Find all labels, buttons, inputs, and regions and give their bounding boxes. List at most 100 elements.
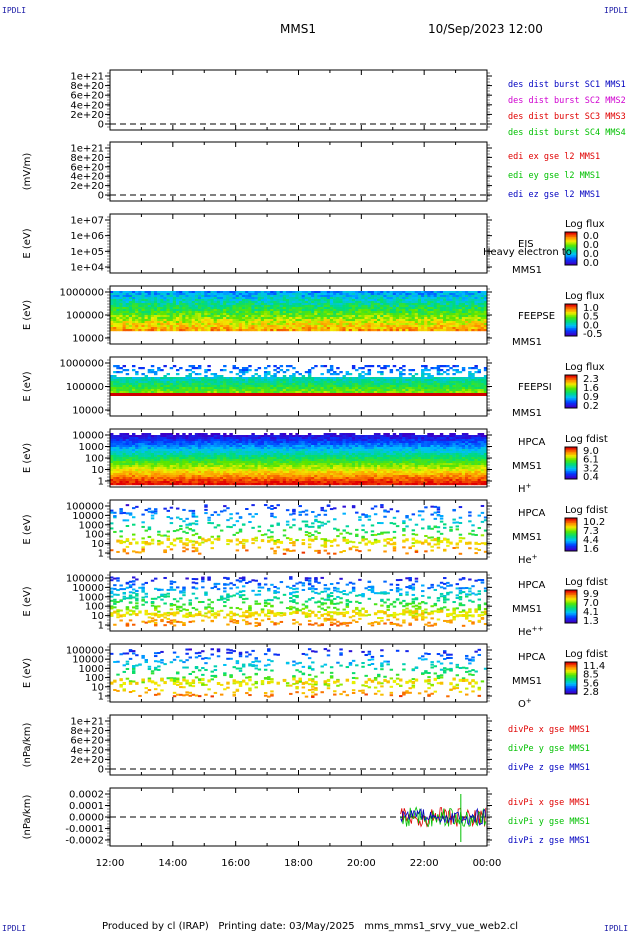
heatmap-cell — [207, 441, 211, 444]
heatmap-cell — [141, 325, 145, 328]
heatmap-cell — [179, 469, 183, 472]
heatmap-cell — [141, 313, 145, 316]
heatmap-cell — [241, 303, 246, 306]
heatmap-cell — [160, 295, 164, 298]
heatmap-cell — [138, 323, 142, 326]
heatmap-cell — [125, 297, 130, 300]
heatmap-cell — [471, 293, 475, 296]
heatmap-cell — [128, 311, 133, 314]
heatmap-cell — [188, 435, 192, 438]
heatmap-cell — [367, 303, 372, 306]
heatmap-cell — [289, 327, 293, 330]
heatmap-cell — [292, 367, 296, 370]
heatmap-cell — [245, 305, 249, 308]
heatmap-cell — [370, 323, 375, 326]
heatmap-cell — [128, 301, 133, 304]
heatmap-cell — [232, 315, 236, 318]
heatmap-cell — [116, 315, 120, 318]
heatmap-cell — [144, 483, 148, 486]
heatmap-cell — [204, 319, 208, 322]
heatmap-cell — [461, 369, 466, 372]
heatmap-cell — [254, 313, 258, 316]
heatmap-cell — [144, 385, 148, 388]
heatmap-cell — [172, 301, 177, 304]
heatmap-cell — [392, 301, 397, 304]
heatmap-cell — [238, 313, 243, 316]
heatmap-cell — [304, 299, 309, 302]
heatmap-cell — [301, 299, 306, 302]
colorbar-segment — [565, 263, 577, 266]
heatmap-cell — [311, 385, 315, 388]
heatmap-cell — [223, 381, 227, 384]
heatmap-cell — [113, 303, 117, 306]
heatmap-cell — [141, 311, 145, 314]
heatmap-cell — [197, 437, 202, 440]
heatmap-cell — [351, 311, 356, 314]
heatmap-cell — [160, 457, 164, 460]
heatmap-cell — [144, 463, 148, 466]
heatmap-cell — [471, 387, 475, 390]
heatmap-cell — [367, 383, 372, 386]
panel-p4: Log flux1.00.50.0-0.5FEEPSEMMS1100000010… — [22, 285, 605, 348]
heatmap-cell — [304, 317, 309, 320]
heatmap-cell — [260, 315, 265, 318]
heatmap-cell — [443, 291, 447, 294]
heatmap-cell — [461, 313, 466, 316]
heatmap-cell — [197, 379, 202, 382]
heatmap-cell — [273, 299, 277, 302]
heatmap-cell — [210, 303, 214, 306]
heatmap-cell — [182, 309, 186, 312]
heatmap-cell — [241, 293, 246, 296]
heatmap-cell — [257, 329, 262, 332]
heatmap-cell — [188, 365, 192, 368]
heatmap-cell — [135, 459, 139, 462]
heatmap-cell — [248, 297, 252, 300]
heatmap-cell — [430, 379, 434, 382]
heatmap-cell — [292, 301, 296, 304]
heatmap-cell — [157, 437, 161, 440]
heatmap-cell — [135, 449, 139, 452]
heatmap-cell — [216, 473, 221, 476]
heatmap-cell — [201, 445, 205, 448]
heatmap-cell — [201, 377, 205, 380]
heatmap-cell — [245, 319, 249, 322]
heatmap-cell — [210, 391, 214, 394]
heatmap-cell — [179, 387, 183, 390]
heatmap-cell — [311, 291, 315, 294]
heatmap-cell — [172, 321, 177, 324]
heatmap-cell — [351, 291, 356, 294]
heatmap-cell — [336, 307, 340, 310]
heatmap-cell — [185, 387, 189, 390]
heatmap-cell — [157, 307, 161, 310]
heatmap-cell — [480, 297, 485, 300]
heatmap-cell — [135, 377, 139, 380]
heatmap-cell — [342, 381, 346, 384]
heatmap-cell — [226, 319, 230, 322]
heatmap-cell — [383, 383, 387, 386]
heatmap-cell — [207, 315, 211, 318]
heatmap-cell — [273, 315, 277, 318]
heatmap-cell — [392, 329, 397, 332]
heatmap-cell — [367, 371, 372, 374]
heatmap-cell — [175, 379, 180, 382]
heatmap-cell — [282, 327, 287, 330]
heatmap-cell — [433, 377, 438, 380]
heatmap-cell — [348, 309, 353, 312]
heatmap-cell — [408, 307, 412, 310]
heatmap-cell — [194, 465, 199, 468]
heatmap-cell — [307, 303, 312, 306]
heatmap-cell — [160, 445, 164, 448]
heatmap-cell — [395, 293, 400, 296]
heatmap-cell — [160, 483, 164, 486]
heatmap-cell — [232, 301, 236, 304]
heatmap-cell — [116, 329, 120, 332]
heatmap-cell — [245, 387, 249, 390]
heatmap-cell — [191, 389, 196, 392]
heatmap-cell — [377, 379, 381, 382]
heatmap-cell — [216, 467, 221, 470]
heatmap-cell — [386, 377, 390, 380]
heatmap-cell — [295, 291, 299, 294]
heatmap-cell — [279, 323, 284, 326]
panel-frame — [109, 69, 488, 131]
heatmap-cell — [135, 475, 139, 478]
